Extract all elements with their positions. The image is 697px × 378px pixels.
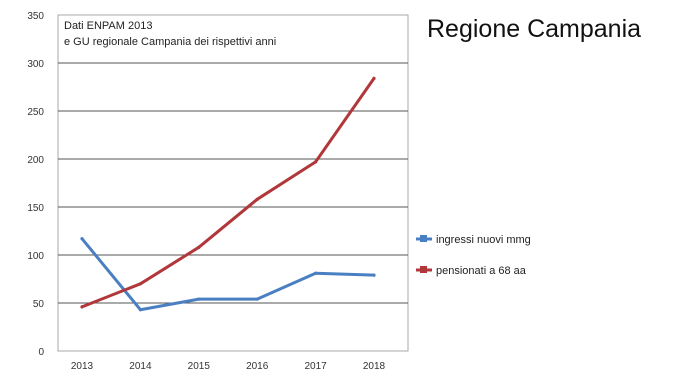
series-lines [80, 76, 376, 312]
source-note-line-1: Dati ENPAM 2013 [64, 20, 152, 32]
data-point-series-0 [197, 297, 201, 301]
legend-marker-pensionati [420, 266, 427, 273]
data-point-series-1 [80, 305, 84, 309]
legend-label-ingressi: ingressi nuovi mmg [436, 234, 531, 246]
y-tick-label: 250 [27, 107, 44, 118]
data-point-series-1 [138, 282, 142, 286]
source-note-line-2: e GU regionale Campania dei rispettivi a… [64, 36, 276, 48]
x-tick-label: 2017 [304, 361, 327, 372]
x-tick-label: 2015 [188, 361, 211, 372]
data-point-series-0 [372, 273, 376, 277]
x-axis-ticks: 2013 2014 2015 2016 2017 2018 [71, 361, 386, 372]
y-tick-label: 200 [27, 155, 44, 166]
chart-title: Regione Campania [427, 15, 641, 43]
y-tick-label: 50 [33, 299, 45, 310]
x-tick-label: 2018 [363, 361, 386, 372]
data-point-series-0 [80, 237, 84, 241]
y-tick-label: 100 [27, 251, 44, 262]
y-axis-ticks: 0 50 100 150 200 250 300 350 [27, 11, 44, 358]
data-point-series-1 [314, 160, 318, 164]
series-line-0 [80, 237, 376, 312]
data-point-series-1 [197, 245, 201, 249]
data-point-series-0 [314, 271, 318, 275]
legend-label-pensionati: pensionati a 68 aa [436, 265, 527, 277]
series-line-1 [80, 76, 376, 309]
plot-area [57, 14, 409, 352]
y-tick-label: 0 [38, 347, 44, 358]
data-point-series-0 [138, 308, 142, 312]
data-point-series-0 [255, 297, 259, 301]
gridlines [58, 62, 408, 304]
data-point-series-1 [255, 197, 259, 201]
data-point-series-1 [372, 76, 376, 80]
y-tick-label: 350 [27, 11, 44, 22]
x-tick-label: 2014 [129, 361, 152, 372]
legend: ingressi nuovi mmg pensionati a 68 aa [416, 234, 531, 277]
x-tick-label: 2013 [71, 361, 94, 372]
y-tick-label: 300 [27, 59, 44, 70]
y-tick-label: 150 [27, 203, 44, 214]
legend-marker-ingressi [420, 235, 427, 242]
x-tick-label: 2016 [246, 361, 269, 372]
